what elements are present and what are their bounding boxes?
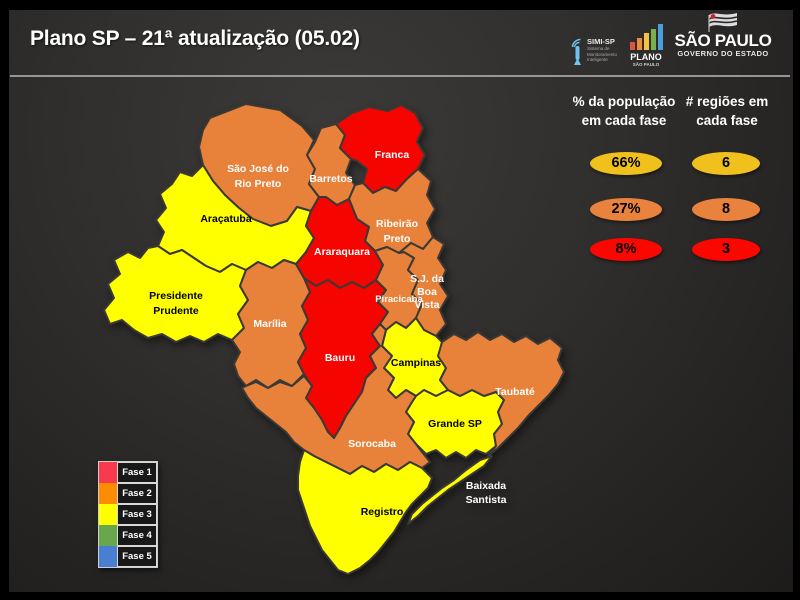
antenna-waves-icon — [571, 38, 581, 65]
region-label: São José do — [227, 163, 289, 175]
region-taubate — [437, 331, 565, 457]
region-baixada-santista — [407, 455, 493, 525]
population-header-line: % da população — [572, 94, 676, 109]
region-label: Campinas — [391, 357, 441, 369]
fase-5-swatch — [99, 546, 117, 567]
fase-2-swatch — [99, 483, 117, 504]
region-registro — [297, 449, 433, 575]
legend-row-fase-5: Fase 5 — [99, 546, 157, 567]
governo-sp-logo: SÃO PAULO GOVERNO DO ESTADO — [672, 11, 774, 58]
region-label: Araraquara — [314, 246, 370, 258]
fase-1-swatch — [99, 462, 117, 483]
bar-chart-icon-bar — [636, 38, 642, 50]
phase-legend: Fase 1 Fase 2 Fase 3 Fase 4 Fase 5 — [98, 461, 158, 568]
region-label: S.J. da — [410, 273, 444, 285]
bar-chart-icon-bar — [643, 33, 649, 50]
frame-edge — [0, 0, 800, 10]
simi-logo-subline: Sistema de — [587, 46, 610, 51]
fase-3-label: Fase 3 — [117, 504, 157, 525]
simi-logo-subline: Monitoramento — [587, 51, 618, 57]
region-label: Franca — [375, 149, 410, 161]
plano-logo-title: PLANO — [630, 52, 662, 62]
region-label: Baixada — [466, 480, 506, 492]
regions-header-line: # regiões em — [685, 94, 769, 109]
sp-state-map: São José do Rio Preto Barretos Franca Ri… — [103, 103, 565, 575]
header-divider — [10, 75, 790, 77]
fase-1-label: Fase 1 — [117, 462, 157, 483]
region-label: Santista — [466, 494, 507, 506]
region-label: Preto — [384, 233, 411, 245]
simi-logo-subline: Inteligente — [587, 57, 608, 62]
frame-edge — [0, 0, 9, 600]
bar-chart-icon-bar — [650, 29, 656, 50]
regions-badge-orange: 8 — [692, 198, 760, 221]
legend-row-fase-2: Fase 2 — [99, 483, 157, 504]
fase-4-label: Fase 4 — [117, 525, 157, 546]
region-label: Vista — [415, 299, 440, 311]
regions-header-line: cada fase — [696, 113, 758, 128]
region-label: Grande SP — [428, 418, 482, 430]
legend-row-fase-3: Fase 3 — [99, 504, 157, 525]
fase-3-swatch — [99, 504, 117, 525]
simi-logo-name: SIMI-SP — [587, 37, 615, 46]
plano-sao-paulo-logo: PLANO SÃO PAULO — [626, 24, 666, 67]
bar-chart-icon — [626, 24, 666, 50]
population-stats-header: % da população em cada fase — [566, 92, 682, 130]
fase-5-label: Fase 5 — [117, 546, 157, 567]
population-badge-orange: 27% — [590, 198, 662, 221]
page-title: Plano SP – 21ª atualização (05.02) — [30, 27, 360, 50]
region-label: Registro — [361, 506, 404, 518]
population-header-line: em cada fase — [581, 113, 667, 128]
region-label: Barretos — [309, 173, 352, 185]
legend-row-fase-1: Fase 1 — [99, 462, 157, 483]
region-label: Presidente — [149, 290, 203, 302]
region-label: Boa — [417, 286, 437, 298]
governo-logo-title: SÃO PAULO — [674, 31, 772, 50]
governo-logo-subtitle: GOVERNO DO ESTADO — [677, 49, 769, 58]
bar-chart-icon-bar — [657, 24, 663, 50]
legend-row-fase-4: Fase 4 — [99, 525, 157, 546]
population-badge-red: 8% — [590, 238, 662, 261]
region-label: Sorocaba — [348, 438, 396, 450]
region-label: Taubaté — [495, 386, 535, 398]
regions-badge-yellow: 6 — [692, 152, 760, 175]
simi-sp-logo: SIMI-SP Sistema de Monitoramento Intelig… — [571, 38, 617, 66]
region-sorocaba — [241, 323, 431, 475]
region-label: Marília — [253, 318, 286, 330]
population-badge-yellow: 66% — [590, 152, 662, 175]
regions-stats-header: # regiões em cada fase — [670, 92, 784, 130]
frame-edge — [793, 0, 800, 600]
region-barretos — [306, 123, 356, 206]
region-label: Piracicaba — [375, 294, 423, 305]
plano-logo-subtitle: SÃO PAULO — [632, 62, 660, 67]
fase-4-swatch — [99, 525, 117, 546]
region-label: Rio Preto — [235, 178, 282, 190]
region-label: Araçatuba — [200, 213, 252, 225]
region-label: Prudente — [153, 305, 199, 317]
sp-flag-icon — [708, 13, 738, 32]
regions-badge-red: 3 — [692, 238, 760, 261]
region-label: Ribeirão — [376, 218, 418, 230]
bar-chart-icon-bar — [629, 42, 635, 50]
frame-edge — [0, 592, 800, 600]
region-label: Bauru — [325, 352, 355, 364]
region-presidente-prudente — [103, 245, 249, 343]
fase-2-label: Fase 2 — [117, 483, 157, 504]
